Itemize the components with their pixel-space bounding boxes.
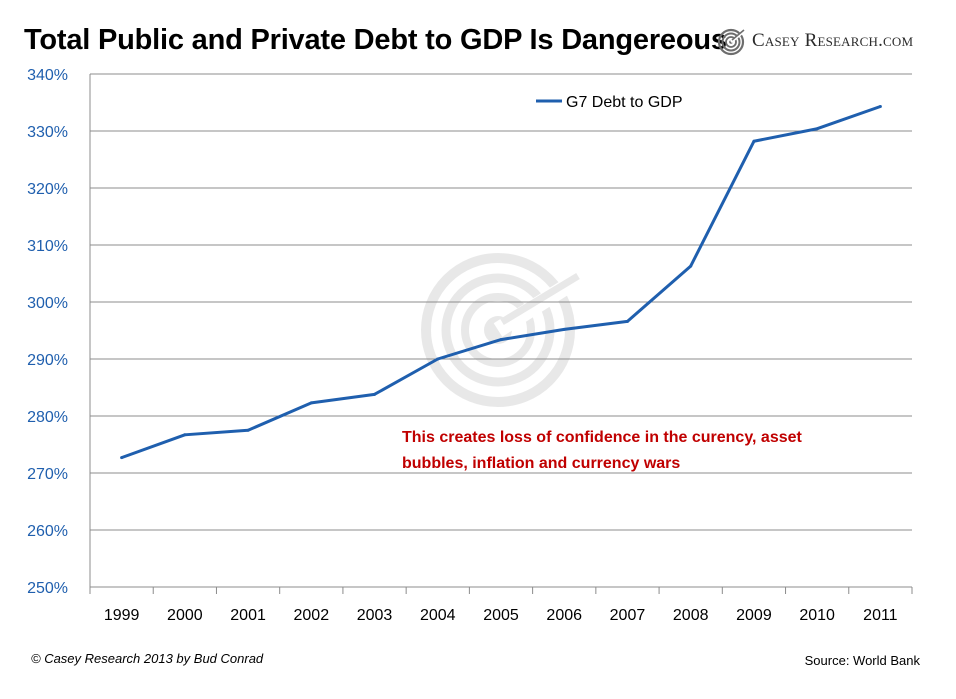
y-tick-label: 270% bbox=[27, 466, 68, 483]
data-point bbox=[373, 392, 377, 396]
y-tick-label: 290% bbox=[27, 352, 68, 369]
chart-annotation: This creates loss of confidence in the c… bbox=[402, 429, 803, 472]
y-tick-label: 340% bbox=[27, 67, 68, 84]
copyright-note: © Casey Research 2013 by Bud Conrad bbox=[31, 651, 264, 666]
x-tick-label: 1999 bbox=[104, 607, 140, 624]
x-tick-label: 2005 bbox=[483, 607, 519, 624]
data-point bbox=[878, 104, 882, 108]
x-tick-label: 2002 bbox=[294, 607, 330, 624]
x-tick-label: 2001 bbox=[230, 607, 266, 624]
data-point bbox=[815, 127, 819, 131]
data-point bbox=[183, 433, 187, 437]
x-tick-label: 2008 bbox=[673, 607, 709, 624]
x-tick-label: 2000 bbox=[167, 607, 203, 624]
gridlines bbox=[90, 73, 912, 531]
y-tick-label: 310% bbox=[27, 238, 68, 255]
x-axis: 1999 2000 2001 2002 2003 2004 2005 2006 2007 2008… bbox=[89, 586, 913, 624]
y-tick-label: 250% bbox=[27, 580, 68, 597]
y-tick-label: 330% bbox=[27, 124, 68, 141]
x-tick-label: 2006 bbox=[546, 607, 582, 624]
y-tick-label: 320% bbox=[27, 181, 68, 198]
source-note: Source: World Bank bbox=[804, 653, 920, 668]
annotation-line-2: bubbles, inflation and currency wars bbox=[402, 455, 680, 472]
data-point bbox=[120, 456, 124, 460]
data-point bbox=[309, 401, 313, 405]
data-point bbox=[499, 338, 503, 342]
data-point bbox=[752, 139, 756, 143]
data-point bbox=[689, 264, 693, 268]
x-tick-label: 2009 bbox=[736, 607, 772, 624]
y-tick-label: 260% bbox=[27, 523, 68, 540]
y-tick-label: 280% bbox=[27, 409, 68, 426]
data-point bbox=[246, 428, 250, 432]
x-tick-label: 2004 bbox=[420, 607, 456, 624]
data-point bbox=[625, 319, 629, 323]
x-tick-label: 2007 bbox=[610, 607, 646, 624]
y-axis: 250% 260% 270% 280% 290% 300% 310% 320% 330% 340% bbox=[27, 67, 91, 597]
y-tick-label: 300% bbox=[27, 295, 68, 312]
brand-logo: Casey Research.com bbox=[717, 23, 913, 59]
x-tick-label: 2010 bbox=[799, 607, 835, 624]
legend-label: G7 Debt to GDP bbox=[566, 94, 683, 111]
annotation-line-1: This creates loss of confidence in the c… bbox=[402, 429, 803, 446]
page-title: Total Public and Private Debt to GDP Is … bbox=[24, 24, 727, 56]
brand-name: Casey Research.com bbox=[752, 30, 914, 51]
data-point bbox=[436, 357, 440, 361]
legend: G7 Debt to GDP bbox=[536, 94, 683, 111]
x-tick-label: 2003 bbox=[357, 607, 393, 624]
x-tick-label: 2011 bbox=[863, 607, 898, 624]
data-point bbox=[562, 327, 566, 331]
series-layer bbox=[120, 104, 882, 460]
casey-swirl-icon bbox=[717, 28, 745, 56]
